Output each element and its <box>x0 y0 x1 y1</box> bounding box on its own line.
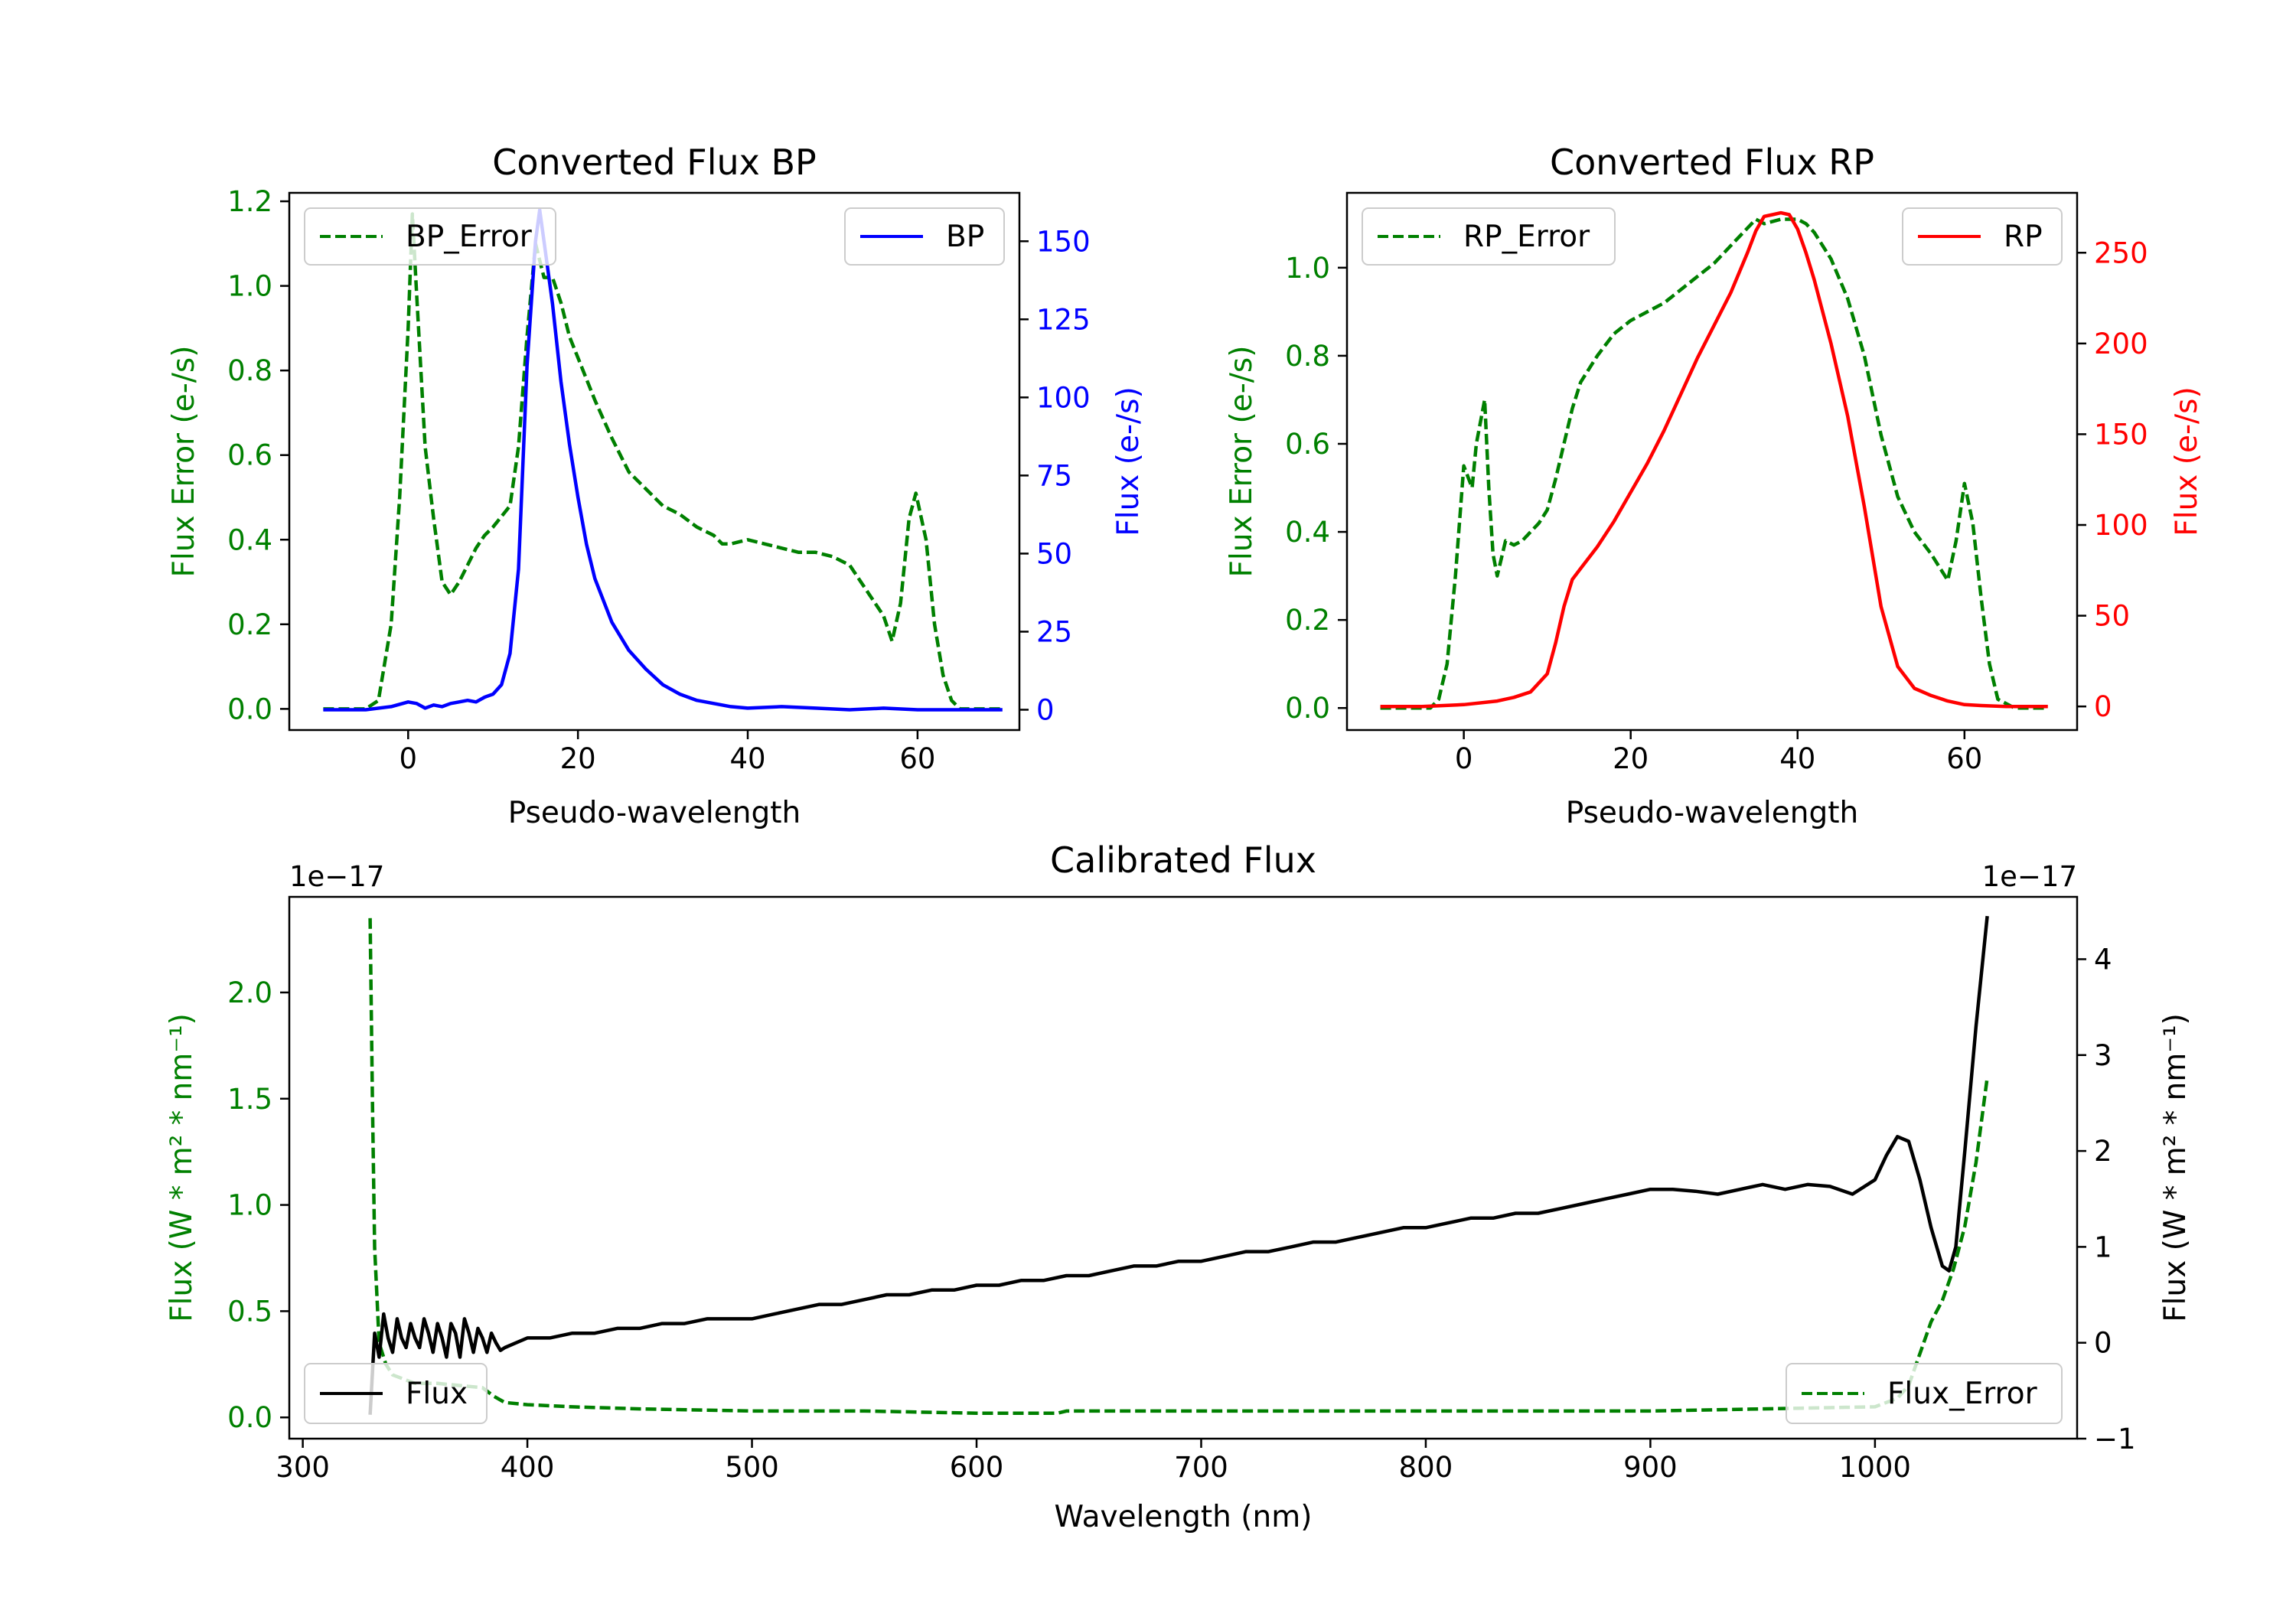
rp-ytick-left-label: 0.0 <box>1285 692 1330 725</box>
rp-ylabel-right: Flux (e-/s) <box>2170 386 2204 536</box>
bp-ytick-right-label: 125 <box>1036 303 1091 336</box>
bp-ylabel-right: Flux (e-/s) <box>1111 386 1146 536</box>
bp-ytick-left-label: 0.2 <box>227 608 272 641</box>
rp-ytick-left-label: 0.4 <box>1285 516 1330 549</box>
calibrated-xtick-label: 1000 <box>1839 1451 1911 1484</box>
rp-ytick-left-label: 0.8 <box>1285 340 1330 373</box>
bp-xlabel: Pseudo-wavelength <box>508 796 801 830</box>
calibrated-legend-flux: Flux <box>304 1363 488 1424</box>
rp-series-rp <box>1380 210 2048 709</box>
calibrated-axes-frame <box>288 895 2079 1440</box>
calibrated-legend-error: Flux_Error <box>1786 1363 2063 1424</box>
bp-ytick-left-label: 0.0 <box>227 693 272 725</box>
calibrated-xtick-label: 700 <box>1174 1451 1228 1484</box>
bp-xtick-label: 60 <box>899 742 935 775</box>
bp-legend-flux: BP <box>844 207 1005 266</box>
calibrated-offset-left: 1e−17 <box>289 860 384 893</box>
bp-series-bp-error <box>323 212 1003 711</box>
calibrated-ytick-left-label: 0.0 <box>227 1401 272 1434</box>
rp-ytick-right-label: 100 <box>2094 509 2148 542</box>
rp-panel: Converted Flux RP 0 20 40 60 0.0 0.2 0.4 0.6 0.8… <box>1225 142 2204 830</box>
bp-ytick-left-label: 0.4 <box>227 523 272 556</box>
rp-ytick-right-label: 50 <box>2094 600 2130 633</box>
rp-series-rp-error <box>1380 217 2048 710</box>
bp-ytick-right-label: 75 <box>1036 459 1072 492</box>
bp-ytick-right-label: 100 <box>1036 381 1091 414</box>
calibrated-ytick-right-label: −1 <box>2094 1423 2136 1455</box>
calibrated-xtick-label: 900 <box>1623 1451 1678 1484</box>
bp-ytick-left-label: 0.8 <box>227 354 272 387</box>
rp-ytick-right-label: 250 <box>2094 236 2148 269</box>
bp-legend-error: BP_Error <box>304 207 556 266</box>
bp-plot-area <box>323 208 1003 712</box>
bp-ytick-left-label: 1.0 <box>227 270 272 303</box>
rp-plot-area <box>1380 210 2048 710</box>
bp-axes-frame <box>288 191 1021 732</box>
calibrated-ytick-left-label: 2.0 <box>227 976 272 1009</box>
calibrated-series-flux <box>368 915 1989 1415</box>
calibrated-xtick-label: 300 <box>276 1451 330 1484</box>
bp-ytick-right-label: 25 <box>1036 615 1072 648</box>
calibrated-ytick-left-label: 1.0 <box>227 1189 272 1222</box>
rp-xtick-label: 40 <box>1779 742 1815 775</box>
rp-xlabel: Pseudo-wavelength <box>1566 796 1858 830</box>
rp-ylabel-left: Flux Error (e-/s) <box>1225 346 1259 578</box>
rp-title: Converted Flux RP <box>1550 142 1874 183</box>
rp-ytick-right-label: 0 <box>2094 690 2112 723</box>
bp-ytick-left-label: 1.2 <box>227 185 272 218</box>
rp-ytick-left-label: 1.0 <box>1285 252 1330 285</box>
bp-ytick-left-label: 0.6 <box>227 439 272 472</box>
calibrated-xtick-label: 400 <box>501 1451 555 1484</box>
bp-ytick-right-label: 0 <box>1036 693 1055 726</box>
rp-legend-flux-label: RP <box>2004 220 2043 254</box>
bp-series-bp <box>323 208 1003 712</box>
rp-axes-frame <box>1345 191 2079 732</box>
rp-xtick-label: 0 <box>1455 742 1473 775</box>
rp-ticks: 0 20 40 60 0.0 0.2 0.4 0.6 0.8 1.0 0 50 100 150 200 250 <box>1285 236 2148 775</box>
rp-ytick-right-label: 200 <box>2094 328 2148 360</box>
calibrated-offset-right: 1e−17 <box>1982 860 2077 893</box>
rp-ytick-right-label: 150 <box>2094 418 2148 451</box>
calibrated-title: Calibrated Flux <box>1050 839 1316 881</box>
calibrated-panel: Calibrated Flux 1e−17 1e−17 300 400 500 600… <box>165 839 2193 1534</box>
calibrated-ylabel-right: Flux (W * m² * nm⁻¹) <box>2158 1013 2193 1322</box>
calibrated-xlabel: Wavelength (nm) <box>1055 1500 1313 1534</box>
rp-legend-error: RP_Error <box>1362 207 1616 266</box>
rp-ytick-left-label: 0.6 <box>1285 428 1330 461</box>
calibrated-ytick-right-label: 4 <box>2094 943 2112 976</box>
bp-xtick-label: 0 <box>400 742 418 775</box>
rp-ytick-left-label: 0.2 <box>1285 604 1330 637</box>
bp-xtick-label: 20 <box>560 742 596 775</box>
calibrated-legend-error-label: Flux_Error <box>1887 1377 2038 1411</box>
calibrated-ytick-left-label: 0.5 <box>227 1295 272 1328</box>
bp-ytick-right-label: 150 <box>1036 225 1091 258</box>
rp-legend-error-label: RP_Error <box>1463 220 1590 254</box>
calibrated-ylabel-left: Flux (W * m² * nm⁻¹) <box>165 1013 199 1322</box>
bp-title: Converted Flux BP <box>492 142 817 183</box>
calibrated-xtick-label: 500 <box>725 1451 779 1484</box>
bp-legend-flux-label: BP <box>946 220 984 254</box>
bp-xtick-label: 40 <box>729 742 765 775</box>
rp-xtick-label: 20 <box>1613 742 1649 775</box>
bp-ticks: 0 20 40 60 0.0 0.2 0.4 0.6 0.8 1.0 1.2 0 25 50 75 100 12… <box>227 185 1090 775</box>
calibrated-xtick-label: 600 <box>950 1451 1004 1484</box>
calibrated-ytick-right-label: 2 <box>2094 1135 2112 1168</box>
calibrated-ytick-left-label: 1.5 <box>227 1083 272 1116</box>
calibrated-ticks: 300 400 500 600 700 800 900 1000 0.0 0.5 1.0 1.5 2.0… <box>227 943 2135 1484</box>
calibrated-ytick-right-label: 1 <box>2094 1231 2112 1263</box>
bp-panel: Converted Flux BP 0 20 40 60 0.0 0.2 0.4 0.6 0.8… <box>167 142 1146 830</box>
bp-ylabel-left: Flux Error (e-/s) <box>167 346 201 578</box>
bp-ytick-right-label: 50 <box>1036 537 1072 570</box>
calibrated-ytick-right-label: 3 <box>2094 1039 2112 1072</box>
calibrated-xtick-label: 800 <box>1399 1451 1453 1484</box>
rp-legend-flux: RP <box>1902 207 2063 266</box>
rp-xtick-label: 60 <box>1946 742 1982 775</box>
calibrated-ytick-right-label: 0 <box>2094 1327 2112 1360</box>
calibrated-legend-flux-label: Flux <box>406 1377 468 1411</box>
bp-legend-error-label: BP_Error <box>406 220 533 254</box>
